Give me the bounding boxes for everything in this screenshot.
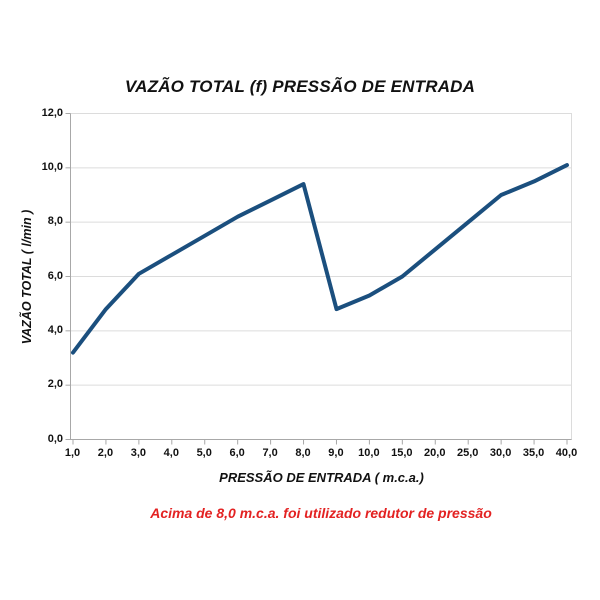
x-tick-label: 6,0: [229, 447, 245, 459]
x-tick-label: 2,0: [97, 447, 114, 459]
x-tick-label: 8,0: [295, 447, 311, 459]
y-tick-label: 6,0: [47, 269, 63, 282]
x-tick-label: 35,0: [522, 447, 545, 459]
data-series-line: [71, 163, 569, 355]
y-tick-label: 4,0: [47, 323, 63, 336]
x-tick-label: 7,0: [262, 447, 278, 459]
y-tick-labels: 12,0 10,0 8,0 6,0 4,0 2,0 0,0: [0, 107, 63, 445]
y-tick-label: 0,0: [47, 432, 63, 445]
x-tick-labels: 1,0 2,0 3,0 4,0 5,0 6,0 7,0 8,0 9,0 10,0 15,0 20,0 2…: [65, 447, 577, 461]
x-tick-label: 15,0: [391, 447, 413, 459]
x-tick-label: 9,0: [328, 447, 344, 459]
x-tick-label: 40,0: [555, 447, 578, 459]
y-tick-label: 10,0: [41, 160, 63, 173]
y-tick-label: 2,0: [47, 378, 63, 391]
x-tick-label: 3,0: [130, 447, 146, 459]
x-tick-label: 10,0: [358, 447, 380, 459]
x-tick-label: 25,0: [456, 447, 479, 459]
footnote: Acima de 8,0 m.c.a. foi utilizado reduto…: [150, 505, 492, 521]
chart-title: VAZÃO TOTAL (f) PRESSÃO DE ENTRADA: [124, 77, 476, 96]
x-tick-label: 1,0: [64, 447, 81, 459]
x-tick-label: 20,0: [424, 447, 446, 459]
x-axis-title: PRESSÃO DE ENTRADA ( m.c.a.): [219, 470, 424, 485]
x-tick-label: 4,0: [163, 447, 179, 459]
x-tick-label: 30,0: [489, 447, 512, 459]
y-tick-label: 8,0: [47, 215, 63, 228]
y-tick-label: 12,0: [41, 106, 63, 119]
x-tick-label: 5,0: [196, 447, 212, 459]
